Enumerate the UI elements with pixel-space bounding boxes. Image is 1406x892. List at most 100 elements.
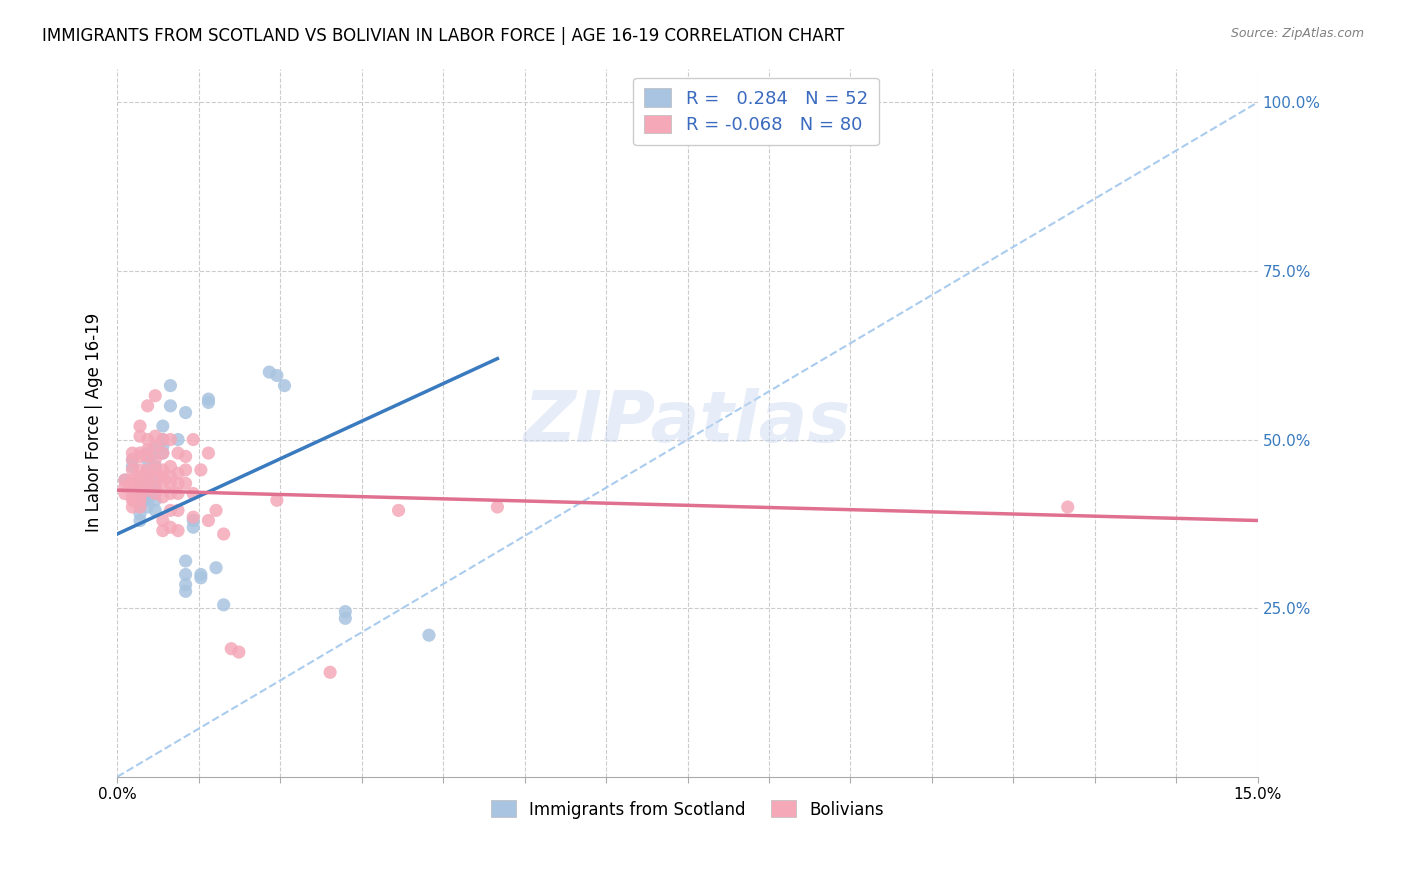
Point <box>335 611 357 625</box>
Point <box>143 469 166 483</box>
Point <box>143 486 166 500</box>
Point <box>273 378 295 392</box>
Point <box>174 584 197 599</box>
Point <box>1056 500 1078 514</box>
Point <box>197 446 219 460</box>
Point <box>190 463 212 477</box>
Point <box>197 514 219 528</box>
Point <box>205 503 228 517</box>
Point <box>159 399 181 413</box>
Point <box>167 503 190 517</box>
Point <box>174 567 197 582</box>
Point <box>159 469 181 483</box>
Point <box>152 433 174 447</box>
Point <box>121 459 143 474</box>
Point <box>136 490 159 504</box>
Point <box>212 598 235 612</box>
Point <box>136 493 159 508</box>
Point <box>212 527 235 541</box>
Point <box>143 503 166 517</box>
Point <box>167 476 190 491</box>
Point <box>129 469 152 483</box>
Point <box>486 500 509 514</box>
Text: Source: ZipAtlas.com: Source: ZipAtlas.com <box>1230 27 1364 40</box>
Point <box>114 473 136 487</box>
Point <box>121 500 143 514</box>
Point <box>152 419 174 434</box>
Point <box>174 450 197 464</box>
Point <box>143 446 166 460</box>
Point <box>129 480 152 494</box>
Point <box>174 476 197 491</box>
Point <box>159 433 181 447</box>
Point <box>159 503 181 517</box>
Point <box>335 605 357 619</box>
Point <box>121 473 143 487</box>
Point <box>181 514 204 528</box>
Point <box>152 446 174 460</box>
Point <box>129 486 152 500</box>
Point <box>174 463 197 477</box>
Point <box>152 439 174 453</box>
Point <box>190 567 212 582</box>
Point <box>266 493 288 508</box>
Point <box>181 510 204 524</box>
Point <box>266 368 288 383</box>
Point <box>136 433 159 447</box>
Point <box>121 483 143 498</box>
Point <box>319 665 342 680</box>
Point <box>129 493 152 508</box>
Point <box>129 473 152 487</box>
Point <box>152 469 174 483</box>
Point <box>143 486 166 500</box>
Legend: Immigrants from Scotland, Bolivians: Immigrants from Scotland, Bolivians <box>485 794 890 825</box>
Point <box>174 406 197 420</box>
Point <box>136 463 159 477</box>
Point <box>197 392 219 406</box>
Point <box>129 490 152 504</box>
Point <box>205 560 228 574</box>
Point <box>418 628 440 642</box>
Point <box>181 433 204 447</box>
Point <box>121 452 143 467</box>
Point <box>129 483 152 498</box>
Point <box>159 476 181 491</box>
Point <box>152 463 174 477</box>
Point <box>143 493 166 508</box>
Point <box>387 503 409 517</box>
Point <box>121 446 143 460</box>
Point <box>167 433 190 447</box>
Point <box>159 520 181 534</box>
Point <box>228 645 250 659</box>
Point <box>136 500 159 514</box>
Point <box>136 483 159 498</box>
Point <box>143 452 166 467</box>
Point <box>143 439 166 453</box>
Point <box>129 450 152 464</box>
Point <box>129 476 152 491</box>
Point <box>143 480 166 494</box>
Point <box>114 473 136 487</box>
Point <box>143 476 166 491</box>
Point <box>129 514 152 528</box>
Point <box>121 490 143 504</box>
Point <box>152 514 174 528</box>
Point <box>190 571 212 585</box>
Text: ZIPatlas: ZIPatlas <box>524 388 851 458</box>
Point <box>136 452 159 467</box>
Point <box>143 480 166 494</box>
Point <box>167 524 190 538</box>
Point <box>152 524 174 538</box>
Point <box>143 439 166 453</box>
Point <box>152 446 174 460</box>
Point <box>181 520 204 534</box>
Point <box>114 480 136 494</box>
Point <box>167 467 190 481</box>
Point <box>121 452 143 467</box>
Point <box>136 476 159 491</box>
Point <box>197 395 219 409</box>
Point <box>159 378 181 392</box>
Point <box>152 490 174 504</box>
Point <box>152 433 174 447</box>
Point <box>152 476 174 491</box>
